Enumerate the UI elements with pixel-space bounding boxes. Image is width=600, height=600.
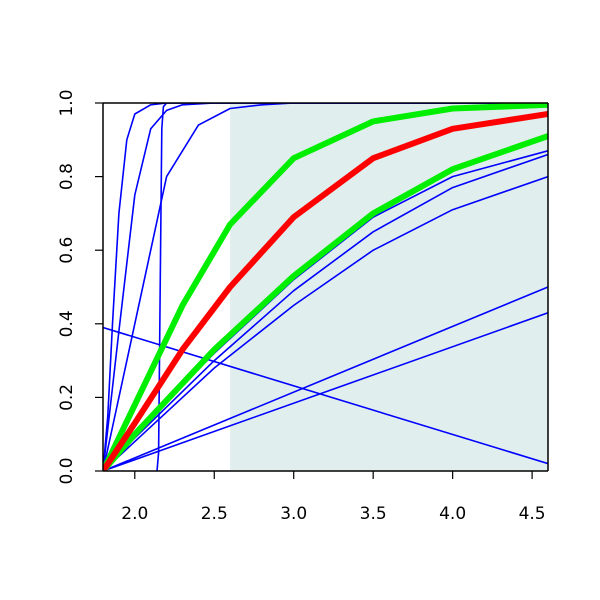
series-line-4 (103, 103, 548, 471)
series-line-12 (103, 133, 548, 471)
series-line-13 (103, 111, 548, 471)
y-tick-label: 0.8 (57, 163, 77, 190)
series-line-7 (103, 175, 548, 471)
x-tick-label: 3.5 (360, 504, 387, 524)
series-line-8 (103, 286, 548, 471)
series-line-3 (156, 103, 548, 471)
x-tick-label: 4.0 (439, 504, 466, 524)
series-line-9 (103, 311, 548, 471)
axes: 2.0 2.5 3.0 3.5 4.0 4.5 0.0 0.2 0.4 0.6 0.8 1.0 (57, 89, 549, 524)
series-line-11 (103, 103, 548, 471)
y-tick-label: 0.6 (57, 237, 77, 264)
y-tick-label: 0.2 (57, 384, 77, 411)
x-tick-label: 4.5 (519, 504, 546, 524)
series-layer (103, 103, 548, 471)
y-tick-label: 0.4 (57, 310, 77, 337)
x-tick-label: 2.5 (201, 504, 228, 524)
y-tick-label: 0.0 (57, 457, 77, 484)
series-line-10 (103, 326, 548, 465)
x-tick-label: 3.0 (280, 504, 307, 524)
x-tick-label: 2.0 (121, 504, 148, 524)
y-tick-label: 1.0 (57, 89, 77, 116)
